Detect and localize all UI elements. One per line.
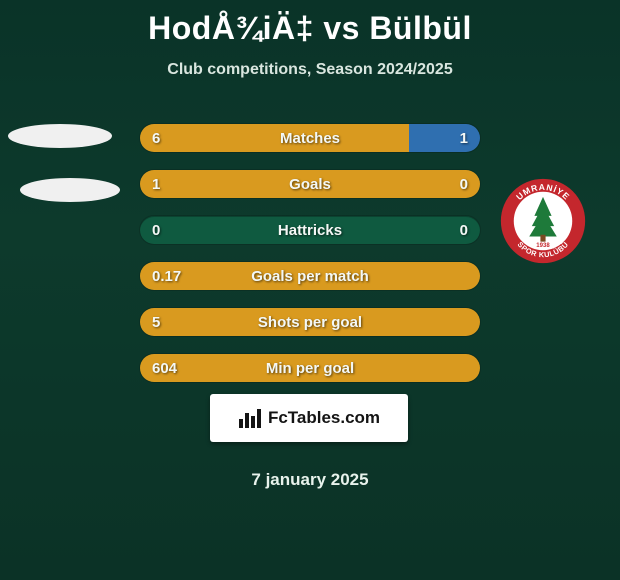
bar-row: Goals per match0.17: [140, 262, 480, 290]
bar-row: Shots per goal5: [140, 308, 480, 336]
watermark-text: FcTables.com: [268, 408, 380, 428]
stage: HodÅ¾iÄ‡ vs Bülbül Club competitions, Se…: [0, 0, 620, 580]
bar-segment-left: [140, 354, 480, 382]
bar-row: Min per goal604: [140, 354, 480, 382]
left-avatar-placeholder-1: [8, 124, 112, 148]
club-badge-umraniye: UMRANİYE SPOR KULÜBÜ 1938: [500, 178, 586, 264]
page-title: HodÅ¾iÄ‡ vs Bülbül: [0, 0, 620, 47]
comparison-bars: Matches61 Goals10 Hattricks00 Goals per mat…: [140, 124, 480, 400]
bar-bg: [140, 262, 480, 290]
watermark-icon: [238, 407, 262, 429]
page-subtitle: Club competitions, Season 2024/2025: [0, 61, 620, 79]
watermark-box: FcTables.com: [210, 394, 408, 442]
bar-segment-left: [140, 308, 480, 336]
bar-segment-left: [140, 262, 480, 290]
left-avatar-placeholder-2: [20, 178, 120, 202]
bar-segment-left: [140, 124, 409, 152]
bar-bg: [140, 216, 480, 244]
bar-segment-left: [140, 170, 480, 198]
bar-row: Goals10: [140, 170, 480, 198]
bar-segment-right: [409, 124, 480, 152]
bar-row: Matches61: [140, 124, 480, 152]
bar-bg: [140, 124, 480, 152]
bar-row: Hattricks00: [140, 216, 480, 244]
bar-bg: [140, 354, 480, 382]
badge-year: 1938: [536, 243, 550, 249]
date-text: 7 january 2025: [0, 470, 620, 490]
bar-bg: [140, 170, 480, 198]
bar-bg: [140, 308, 480, 336]
